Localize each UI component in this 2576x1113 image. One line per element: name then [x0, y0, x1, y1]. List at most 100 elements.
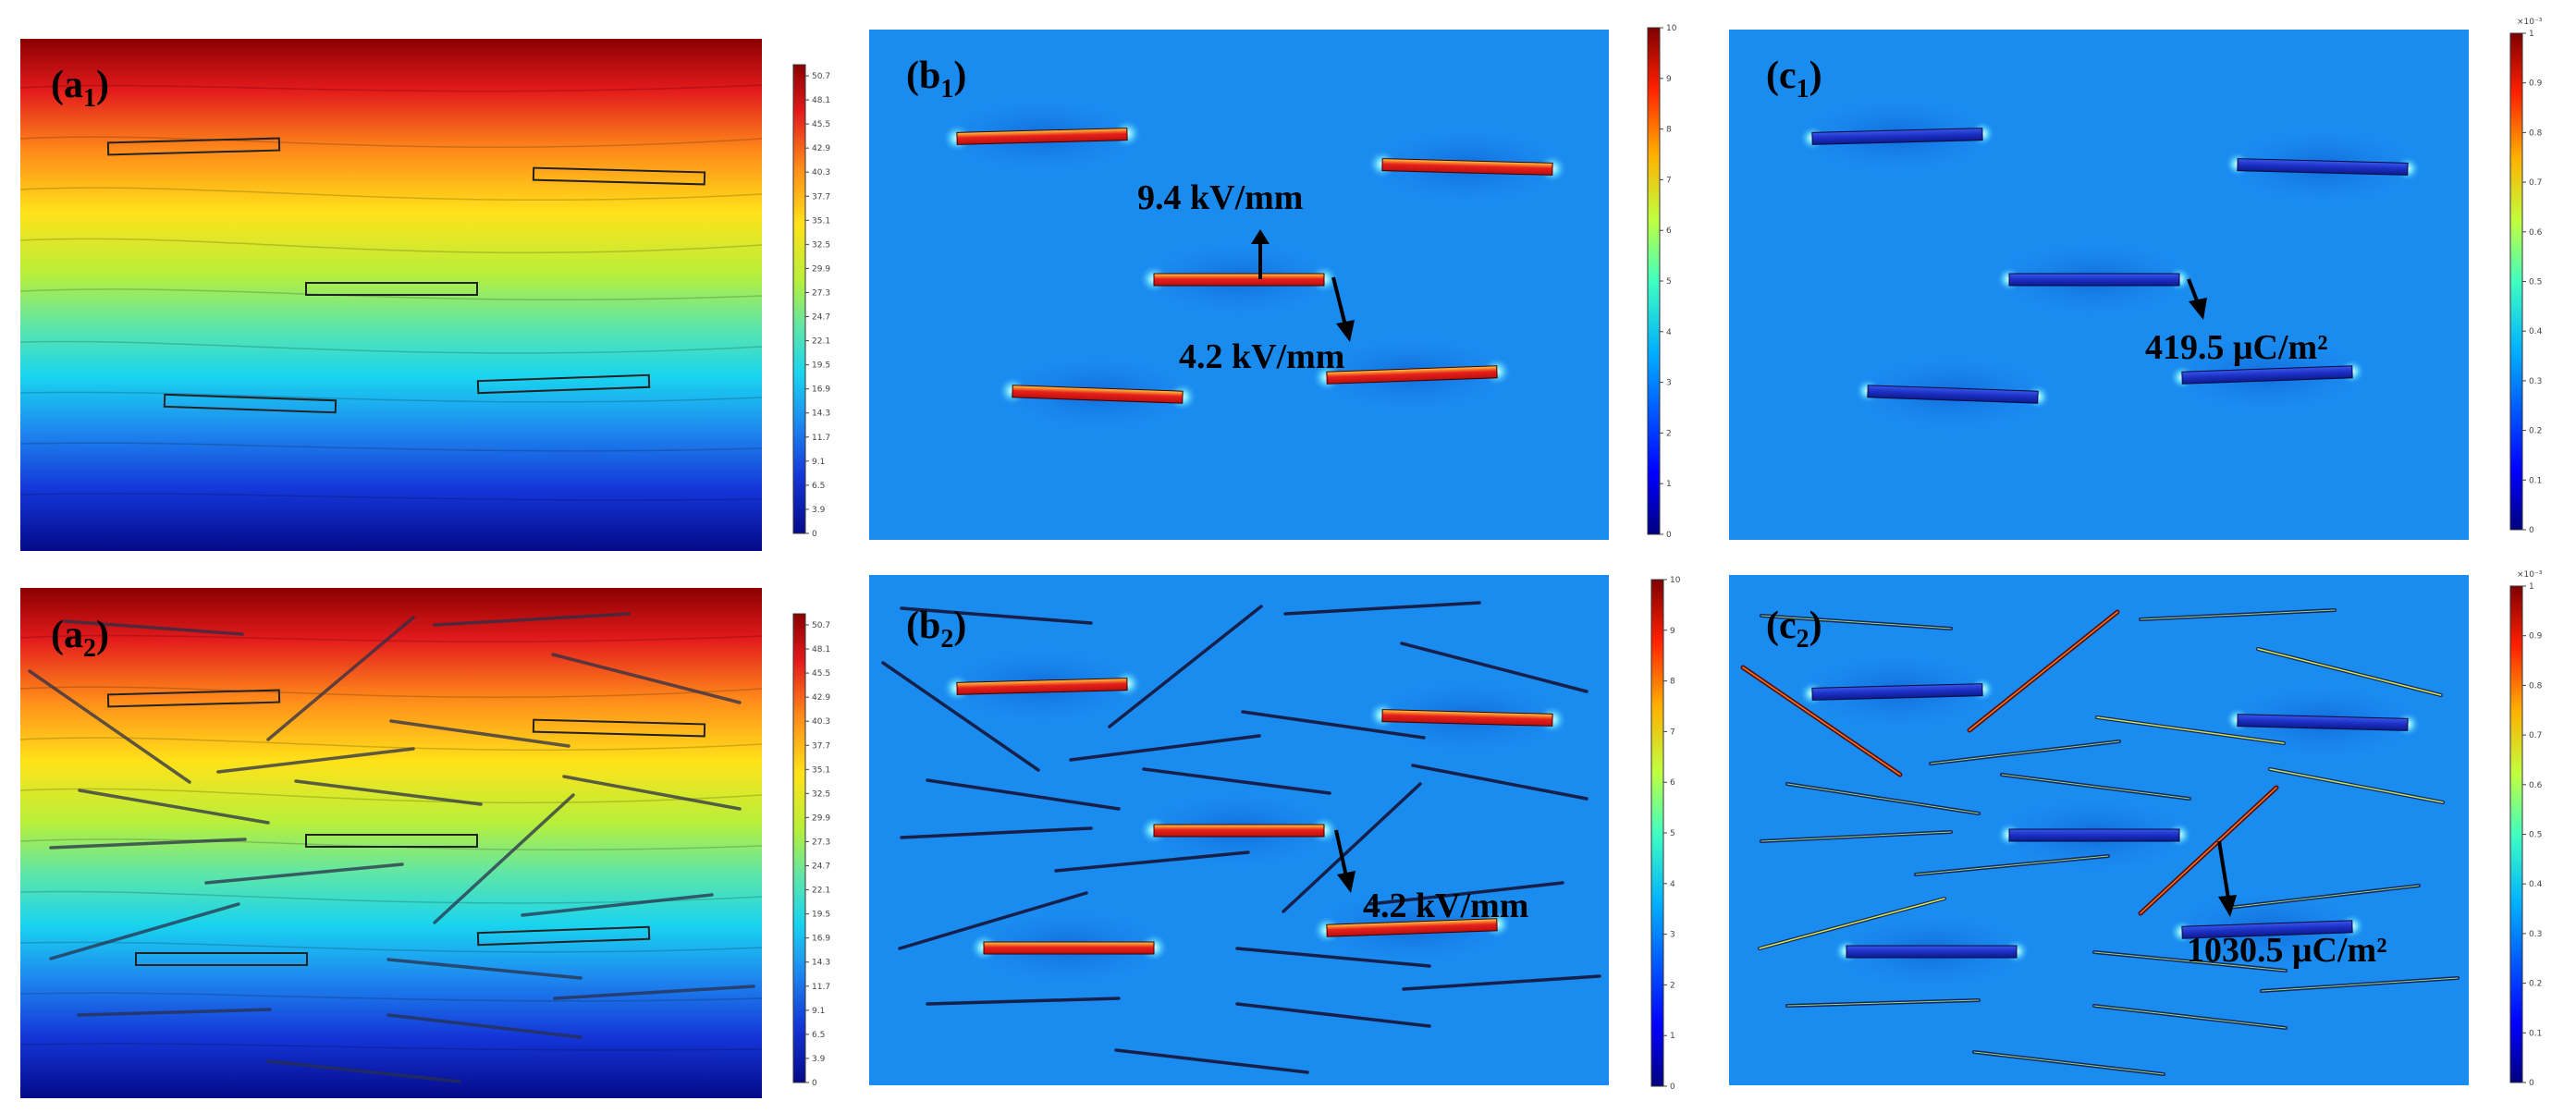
colorbar-tick-label: 10	[1670, 576, 1681, 585]
particles-c2	[1799, 676, 2421, 964]
colorbar-tick-label: 40.3	[812, 168, 830, 177]
colorbar-tick-label: 0.1	[2529, 1029, 2542, 1038]
colorbar-tick-label: 0.6	[2529, 781, 2543, 790]
colorbar-tick-label: 8	[1666, 126, 1672, 135]
fiber	[2256, 647, 2443, 697]
colorbar-tick-label: 50.7	[812, 621, 830, 630]
particle	[2169, 912, 2365, 946]
fiber	[63, 619, 244, 636]
colorbar-tick-label: 24.7	[812, 862, 830, 872]
fiber	[78, 789, 270, 825]
particles-b2	[942, 668, 1567, 962]
colorbar-tick-label: 14.3	[812, 410, 830, 419]
colorbar-a1: 50.7 48.1 45.5 42.9 40.3 37.7 35.1 32.5 29.9 27.3…	[792, 64, 830, 539]
particle	[1312, 356, 1512, 393]
particle-outline	[532, 718, 706, 738]
fiber	[1235, 947, 1431, 968]
arrow-down-head	[2218, 895, 2237, 917]
colorbar-tick-label: 32.5	[812, 789, 830, 799]
colorbar-tick-label: 42.9	[812, 144, 830, 153]
colorbar-tick-label: 6.5	[812, 482, 825, 491]
fiber	[553, 985, 755, 1000]
colorbar-tick-label: 45.5	[812, 669, 830, 679]
fiber	[1235, 1002, 1431, 1028]
colorbar-tick-label: 11.7	[812, 434, 830, 443]
colorbar-tick-label: 0	[2529, 526, 2534, 535]
fiber	[77, 1008, 272, 1017]
colorbar-tick-label: 29.9	[812, 264, 830, 274]
colorbar-tick-label: 1	[2529, 582, 2534, 592]
colorbar-tick-label: 0.1	[2529, 476, 2542, 485]
arrow-down	[1334, 829, 1348, 877]
fiber	[1142, 767, 1331, 795]
colorbar-tick-label: 3.9	[812, 506, 826, 515]
colorbar-tick-label: 0.3	[2529, 377, 2542, 386]
colorbar-tick-label: 4	[1666, 328, 1672, 337]
particle	[2169, 358, 2365, 391]
colorbar-tick-label: 5	[1666, 277, 1672, 287]
particle-outline	[305, 834, 478, 848]
fiber	[49, 838, 247, 850]
colorbar-a2: 50.7 48.1 45.5 42.9 40.3 37.7 35.1 32.5 29.9 27.3…	[792, 613, 830, 1088]
fiber	[28, 669, 191, 784]
colorbar-a2-ticks: 50.7 48.1 45.5 42.9 40.3 37.7 35.1 32.5 29.9 27.3…	[805, 621, 830, 1088]
fiber	[562, 775, 742, 811]
fiber	[2092, 1004, 2288, 1030]
colorbar-tick-label: 0.9	[2529, 80, 2543, 89]
colorbar-tick-label: 5	[1670, 829, 1675, 838]
colorbar-tick-label: 0.7	[2529, 731, 2542, 740]
colorbar-tick-label: 7	[1666, 176, 1672, 185]
arrow-down	[1331, 276, 1347, 326]
fiber	[2139, 608, 2337, 621]
fibers-b2	[881, 601, 1601, 1074]
arrows-c2	[2217, 840, 2237, 917]
particle-outlines-a2	[106, 689, 706, 966]
fiber	[2000, 773, 2191, 801]
colorbar-tick-label: 19.5	[812, 911, 830, 920]
fiber	[1114, 1048, 1309, 1074]
colorbar-tick-label: 48.1	[812, 96, 830, 105]
panel-b2: 4.2 kV/mm (b2)	[869, 575, 1609, 1085]
panel-label-a1: (a1)	[51, 64, 109, 113]
colorbar-tick-label: 0.9	[2529, 632, 2543, 642]
colorbar-tick-label: 4	[1670, 880, 1675, 889]
panel-label-a2: (a2)	[51, 614, 109, 663]
particle-outlines-a1	[106, 137, 706, 414]
colorbar-tick-label: 16.9	[812, 935, 830, 944]
colorbar-tick-label: 22.1	[812, 337, 830, 347]
colorbar-c1: ×10⁻³ 1 0.9 0.8 0.7 0.6 0.5 0.4 0.3 0.2 0.1 0	[2509, 18, 2543, 535]
colorbar-b1-scale	[1647, 27, 1661, 535]
fiber	[1054, 850, 1250, 873]
panel-label-c1: (c1)	[1766, 55, 1822, 104]
fiber	[900, 606, 1093, 625]
colorbar-tick-label: 27.3	[812, 288, 830, 298]
fiber	[433, 612, 631, 627]
panel-a1: (a1)	[20, 39, 762, 551]
fiber	[2095, 716, 2286, 745]
contour-lines-a2	[20, 634, 762, 1051]
fiber	[1069, 734, 1261, 762]
colorbar-tick-label: 0.2	[2529, 980, 2542, 989]
colorbar-tick-label: 1	[2529, 30, 2534, 39]
particle-outline	[305, 282, 478, 296]
panel-label-b1: (b1)	[906, 55, 966, 104]
fiber	[926, 997, 1121, 1006]
fiber	[1282, 782, 1422, 913]
arrows-b1	[1251, 229, 1355, 342]
arrow-down-head	[1336, 320, 1355, 342]
annotation-b1-bottom: 4.2 kV/mm	[1179, 337, 1344, 376]
particle-outline	[476, 925, 651, 947]
colorbar-tick-label: 3	[1670, 931, 1675, 940]
colorbar-a1-ticks: 50.7 48.1 45.5 42.9 40.3 37.7 35.1 32.5 29.9 27.3…	[805, 72, 830, 539]
fiber	[216, 747, 415, 774]
arrows-b2	[1334, 829, 1355, 893]
fiber	[1972, 1050, 2165, 1076]
colorbar-c1-scale	[2509, 32, 2523, 531]
particle	[1855, 377, 2051, 410]
fiber	[2138, 785, 2279, 916]
colorbar-tick-label: 9	[1670, 627, 1675, 636]
particle	[1368, 149, 1567, 184]
colorbar-tick-label: 1	[1670, 1032, 1675, 1041]
